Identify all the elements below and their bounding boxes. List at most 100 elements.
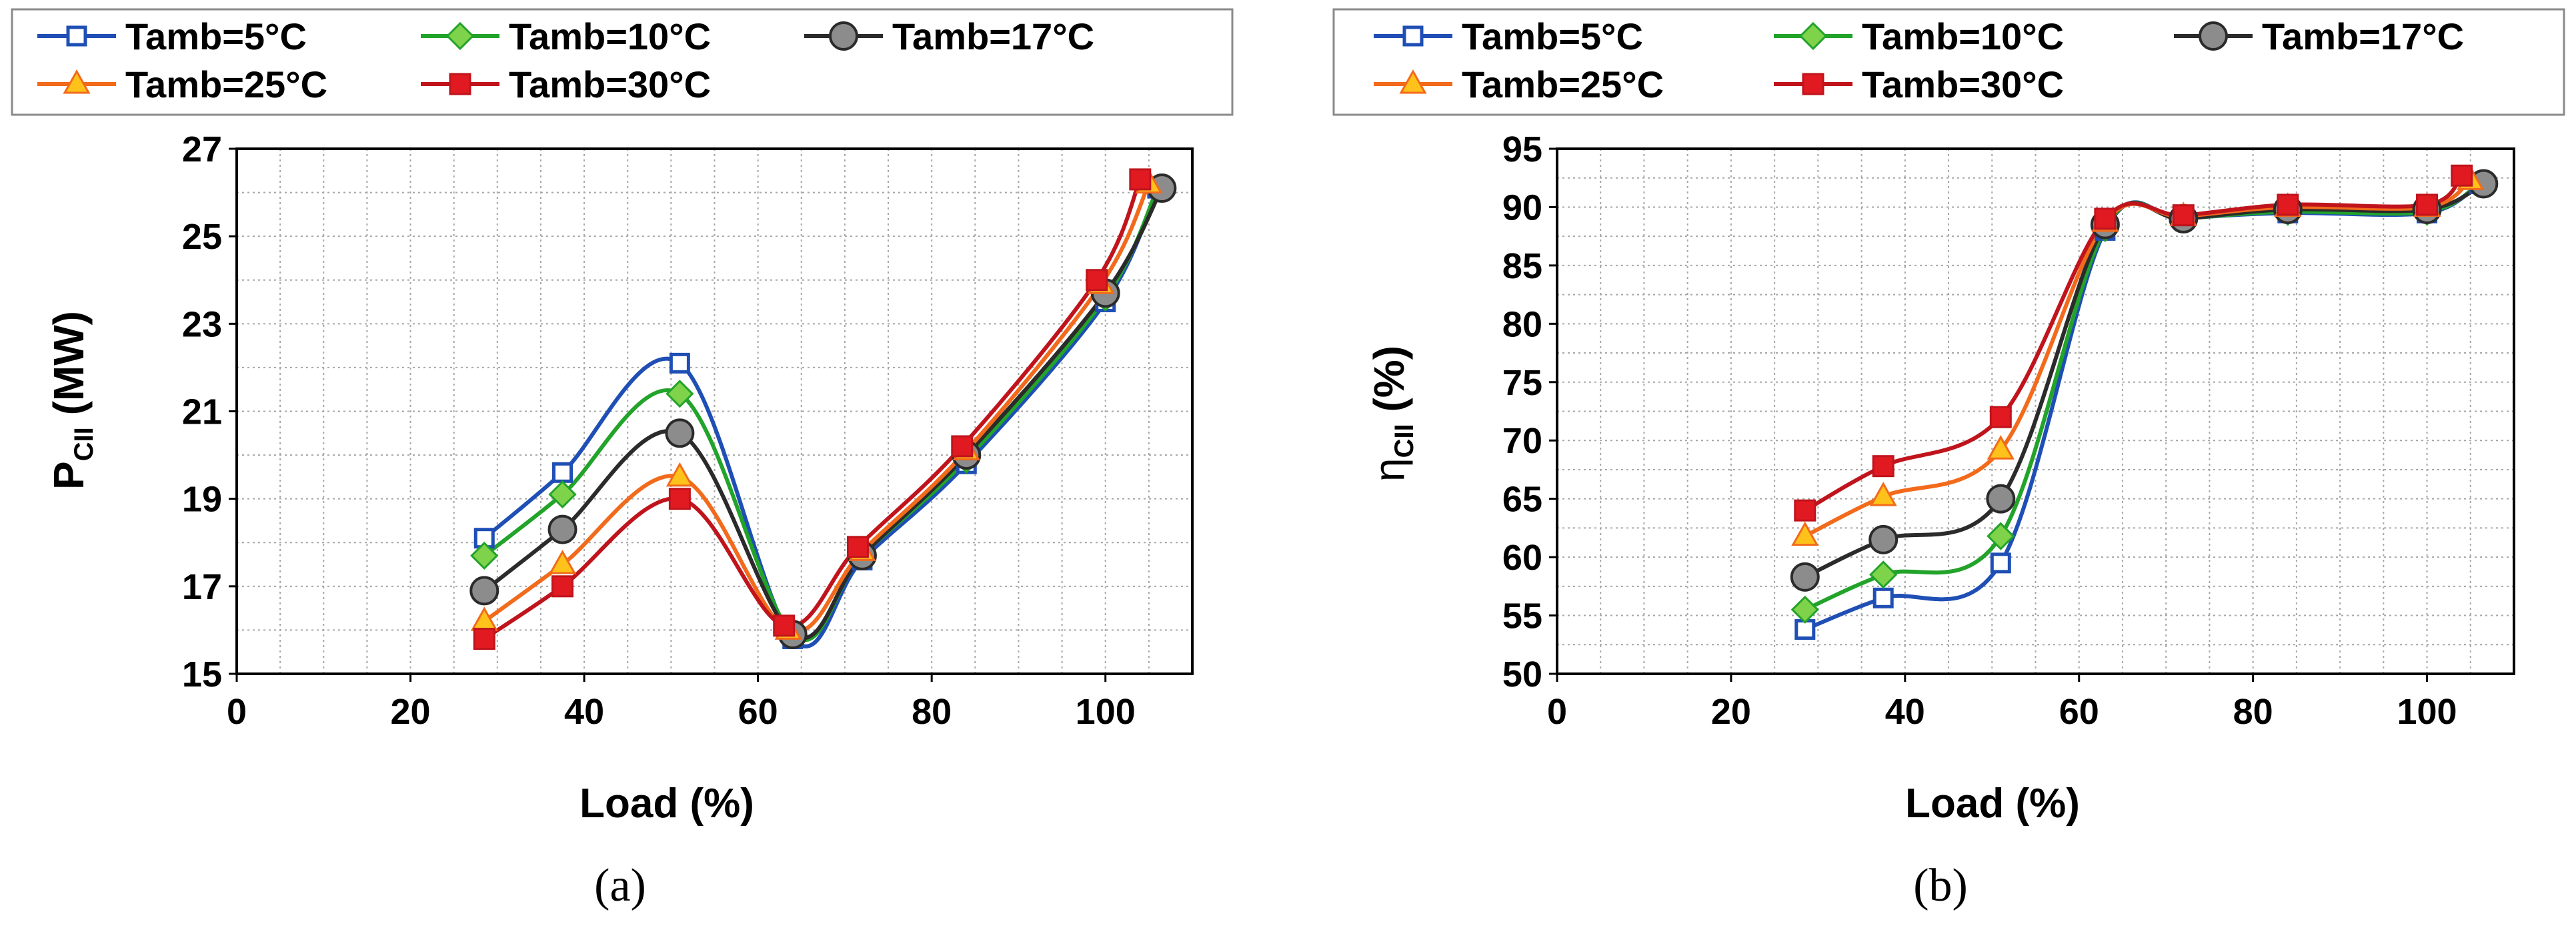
data-point-a-4-3 (666, 462, 694, 487)
data-point-b-1-3 (1990, 552, 2011, 574)
series-line-a-1 (483, 187, 1160, 648)
y-tick-label-b-60: 60 (1502, 538, 1542, 578)
panel-a: Tamb=5°C Tamb=10°C Tamb=17°C Tamb=25°C Tamb=… (11, 8, 1234, 911)
panel-b: Tamb=5°C Tamb=10°C Tamb=17°C Tamb=25°C Tamb=… (1332, 8, 2565, 911)
legend-frame-b (1332, 8, 2565, 116)
legend-marker-b-1 (1402, 25, 1424, 47)
x-axis-title-a: Load (%) (579, 781, 754, 827)
series-line-a-4 (483, 183, 1151, 634)
plot-area-a: 0 20 40 60 80 100 15 17 19 21 23 25 27 (182, 129, 1194, 732)
y-tick-label-a-25: 25 (182, 217, 222, 257)
legend-label-a-1: Tamb=5°C (125, 15, 307, 57)
y-tick-label-b-95: 95 (1502, 129, 1542, 169)
legend-a: Tamb=5°C Tamb=10°C Tamb=17°C Tamb=25°C Tamb=… (11, 8, 1234, 116)
data-point-b-2-1 (1790, 595, 1819, 624)
y-tick-label-a-27: 27 (182, 129, 222, 169)
series-line-a-3 (483, 187, 1164, 640)
series-line-b-5 (1804, 173, 2463, 512)
panel-caption-a: (a) (594, 860, 646, 911)
legend-marker-a-5 (449, 73, 471, 95)
data-point-b-5-2 (1872, 455, 1894, 478)
data-point-b-4-2 (1869, 482, 1897, 506)
data-point-b-5-5 (2172, 204, 2195, 227)
data-point-b-3-1 (1790, 562, 1820, 592)
plot-area-b: 0 20 40 60 80 100 50 55 60 65 70 75 80 85 90 95 (1502, 129, 2515, 732)
data-point-a-5-8 (1129, 168, 1152, 191)
x-tick-label-b-80: 80 (2233, 692, 2273, 732)
legend-label-b-2: Tamb=10°C (1862, 15, 2064, 57)
y-tick-label-a-21: 21 (182, 392, 222, 432)
x-axis-title-b: Load (%) (1905, 781, 2080, 827)
data-point-a-3-2 (547, 514, 577, 544)
data-point-b-3-2 (1868, 524, 1898, 554)
data-point-b-5-4 (2094, 207, 2117, 230)
legend-item-a-5: Tamb=30°C (421, 63, 711, 105)
y-tick-label-a-19: 19 (182, 480, 222, 520)
legend-item-a-3: Tamb=17°C (804, 15, 1094, 57)
y-tick-label-b-55: 55 (1502, 596, 1542, 636)
y-axis-title-b: ηCII (%) (1365, 346, 1419, 482)
data-point-a-4-2 (548, 549, 577, 574)
x-tick-label-b-60: 60 (2059, 692, 2099, 732)
y-tick-label-a-17: 17 (182, 567, 222, 607)
legend-label-b-1: Tamb=5°C (1462, 15, 1643, 57)
x-tick-label-a-80: 80 (912, 692, 952, 732)
data-point-a-5-7 (1086, 269, 1108, 292)
data-point-a-5-5 (846, 536, 869, 558)
legend-marker-b-3 (2199, 21, 2228, 51)
legend-label-a-3: Tamb=17°C (892, 15, 1094, 57)
legend-label-a-5: Tamb=30°C (509, 63, 711, 105)
legend-item-a-1: Tamb=5°C (37, 15, 307, 57)
x-tick-label-a-60: 60 (738, 692, 778, 732)
y-tick-label-a-15: 15 (182, 654, 222, 694)
legend-label-b-5: Tamb=30°C (1862, 63, 2064, 105)
legend-item-b-3: Tamb=17°C (2174, 15, 2464, 57)
legend-marker-b-5 (1802, 73, 1824, 95)
y-tick-label-b-65: 65 (1502, 480, 1542, 520)
legend-marker-b-4 (1399, 69, 1427, 94)
x-tick-label-a-0: 0 (227, 692, 247, 732)
data-point-a-2-1 (470, 541, 499, 570)
legend-marker-a-1 (66, 25, 87, 47)
y-tick-label-a-23: 23 (182, 304, 222, 344)
data-point-b-3-3 (1986, 484, 2016, 514)
legend-frame-a (11, 8, 1234, 116)
data-point-a-5-6 (951, 435, 974, 458)
legend-item-a-2: Tamb=10°C (421, 15, 711, 57)
x-tick-label-b-40: 40 (1885, 692, 1925, 732)
data-point-b-5-3 (1989, 406, 2012, 428)
data-point-b-4-1 (1791, 521, 1819, 546)
legend-item-b-4: Tamb=25°C (1374, 63, 1664, 105)
data-point-b-2-3 (1987, 522, 2015, 550)
y-axis-title-a: PCII (MW) (45, 311, 99, 490)
data-point-a-3-1 (469, 576, 499, 606)
x-tick-label-b-0: 0 (1547, 692, 1567, 732)
legend-item-b-5: Tamb=30°C (1774, 63, 2064, 105)
data-point-b-2-2 (1869, 560, 1898, 589)
legend-item-b-2: Tamb=10°C (1774, 15, 2064, 57)
x-tick-label-a-100: 100 (1076, 692, 1136, 732)
data-point-a-5-3 (668, 488, 691, 510)
legend-label-b-3: Tamb=17°C (2262, 15, 2464, 57)
y-tick-label-b-90: 90 (1502, 187, 1542, 227)
legend-item-b-1: Tamb=5°C (1374, 15, 1643, 57)
data-point-b-5-6 (2277, 193, 2299, 216)
data-point-a-1-2 (552, 462, 573, 483)
data-point-a-5-1 (473, 628, 495, 650)
x-tick-label-a-20: 20 (391, 692, 431, 732)
data-point-b-4-3 (1987, 435, 2015, 460)
legend-marker-b-2 (1798, 21, 1828, 51)
x-tick-label-b-20: 20 (1711, 692, 1751, 732)
data-point-b-5-1 (1794, 499, 1816, 522)
legend-marker-a-4 (63, 69, 91, 94)
legend-label-a-2: Tamb=10°C (509, 15, 711, 57)
y-tick-label-b-75: 75 (1502, 363, 1542, 403)
y-tick-label-b-80: 80 (1502, 304, 1542, 344)
data-point-a-3-3 (665, 418, 695, 448)
data-point-b-5-8 (2451, 164, 2473, 187)
x-tick-label-a-40: 40 (564, 692, 604, 732)
legend-b: Tamb=5°C Tamb=10°C Tamb=17°C Tamb=25°C Tamb=… (1332, 8, 2565, 116)
data-point-a-1-3 (669, 352, 690, 374)
legend-label-a-4: Tamb=25°C (125, 63, 327, 105)
